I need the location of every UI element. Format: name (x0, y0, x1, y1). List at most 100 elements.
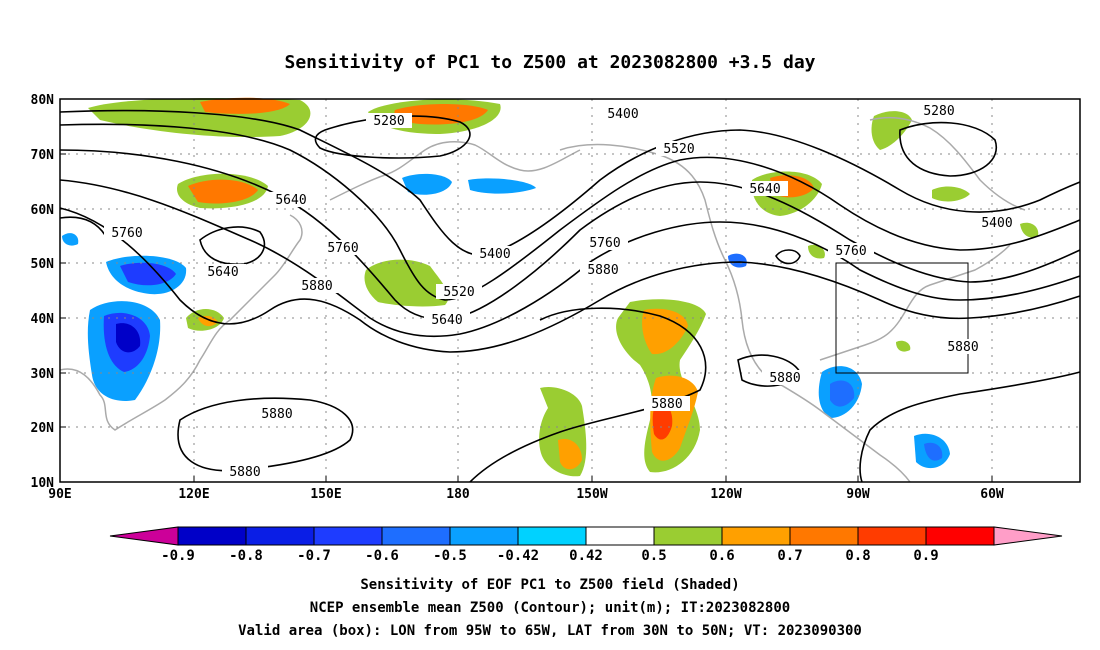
contour-label: 5520 (663, 142, 694, 157)
shade-positive (200, 97, 290, 114)
shade-negative (728, 253, 747, 268)
colorbar-label: -0.6 (365, 548, 399, 564)
colorbar-swatch (857, 526, 927, 546)
colorbar-label: 0.6 (709, 548, 734, 564)
lat-label: 80N (31, 93, 55, 108)
map-frame (59, 98, 1081, 483)
contour-label: 5880 (947, 340, 978, 355)
colorbar: -0.9 -0.8 -0.7 -0.6 -0.5 -0.42 0.42 0.5 0.6 0.7 0.… (109, 526, 1063, 564)
contour-label: 5760 (835, 244, 866, 259)
valid-area-box (835, 262, 969, 374)
contour-5400 (59, 109, 1081, 257)
contour-label: 5760 (327, 241, 358, 256)
shade-negative (62, 233, 79, 246)
contour-5880 (59, 207, 1081, 353)
america-east-coast (819, 244, 1011, 361)
contour-label: 5880 (301, 279, 332, 294)
contour-label: 5640 (207, 265, 238, 280)
colorbar-label: -0.8 (229, 548, 263, 564)
colorbar-swatch (177, 526, 247, 546)
colorbar-swatch (721, 526, 791, 546)
shade-positive (652, 403, 673, 440)
colorbar-label: 0.7 (777, 548, 802, 564)
lat-label: 50N (31, 257, 55, 272)
colorbar-swatch (449, 526, 519, 546)
lon-label: 60W (980, 487, 1004, 502)
colorbar-label: 0.42 (569, 548, 603, 564)
lon-label: 150W (576, 487, 607, 502)
colorbar-label: 0.9 (913, 548, 938, 564)
shade-positive (932, 186, 970, 202)
z500-contours (59, 109, 1081, 483)
shade-positive (1020, 222, 1039, 238)
asia-coast (59, 214, 303, 431)
lon-label: 120W (710, 487, 741, 502)
colorbar-swatch (381, 526, 451, 546)
lat-label: 10N (31, 476, 55, 491)
sensitivity-shading (62, 97, 1039, 477)
lon-label: 90E (48, 487, 71, 502)
shade-positive (364, 259, 449, 307)
contour-label: 5280 (373, 114, 404, 129)
contour-label: 5400 (607, 107, 638, 122)
colorbar-swatch (585, 526, 655, 546)
contour-label: 5880 (651, 397, 682, 412)
contour-label: 5400 (479, 247, 510, 262)
lat-label: 30N (31, 367, 55, 382)
shade-negative (116, 323, 141, 353)
contour-label: 5280 (923, 104, 954, 119)
colorbar-label: -0.9 (161, 548, 195, 564)
shade-positive (188, 179, 258, 204)
contour-5280 (899, 121, 998, 177)
colorbar-swatch (653, 526, 723, 546)
lon-label: 150E (310, 487, 341, 502)
lon-label: 90W (846, 487, 870, 502)
shade-negative (120, 262, 176, 286)
shade-negative (830, 380, 855, 407)
shade-positive (558, 438, 582, 470)
map-panel: 5280 5280 5400 5400 5400 5520 5520 5640 … (59, 97, 1081, 483)
footer-line-2: NCEP ensemble mean Z500 (Contour); unit(… (310, 600, 790, 616)
colorbar-swatch (925, 526, 995, 546)
contour-label: 5400 (981, 216, 1012, 231)
contour-label: 5880 (229, 465, 260, 480)
footer-line-1: Sensitivity of EOF PC1 to Z500 field (Sh… (360, 577, 739, 593)
coastlines (59, 116, 1026, 483)
lon-label: 180 (446, 487, 470, 502)
colorbar-swatch (517, 526, 587, 546)
america-west-coast (559, 143, 911, 483)
contour-label: 5640 (749, 182, 780, 197)
shade-positive (896, 340, 911, 352)
contour-5640 (199, 226, 266, 266)
axis-ticks (60, 98, 993, 482)
contour-5520 (59, 123, 1081, 301)
colorbar-label: 0.5 (641, 548, 666, 564)
contour-5760 (775, 249, 801, 265)
shade-negative (924, 442, 943, 461)
colorbar-swatch (789, 526, 859, 546)
map-title: Sensitivity of PC1 to Z500 at 2023082800… (284, 52, 815, 73)
lon-label: 120E (178, 487, 209, 502)
shade-positive (394, 104, 488, 125)
colorbar-label: 0.8 (845, 548, 870, 564)
footer-line-3: Valid area (box): LON from 95W to 65W, L… (238, 623, 862, 639)
colorbar-label: -0.5 (433, 548, 467, 564)
lat-label: 20N (31, 421, 55, 436)
contour-label: 5880 (587, 263, 618, 278)
contour-5880 (469, 307, 707, 483)
contour-label: 5760 (111, 226, 142, 241)
contour-5760 (59, 216, 106, 236)
contour-5880 (177, 397, 354, 472)
colorbar-swatch (313, 526, 383, 546)
contour-label: 5640 (431, 313, 462, 328)
lat-axis: 80N 70N 60N 50N 40N 30N 20N 10N (31, 93, 55, 491)
bering-coast (329, 140, 581, 201)
greenland-coast (869, 116, 1026, 211)
colorbar-swatch (245, 526, 315, 546)
contour-label: 5760 (589, 236, 620, 251)
contour-label: 5640 (275, 193, 306, 208)
contour-5880 (859, 371, 1081, 483)
contour-label: 5880 (261, 407, 292, 422)
shade-negative (402, 173, 452, 195)
